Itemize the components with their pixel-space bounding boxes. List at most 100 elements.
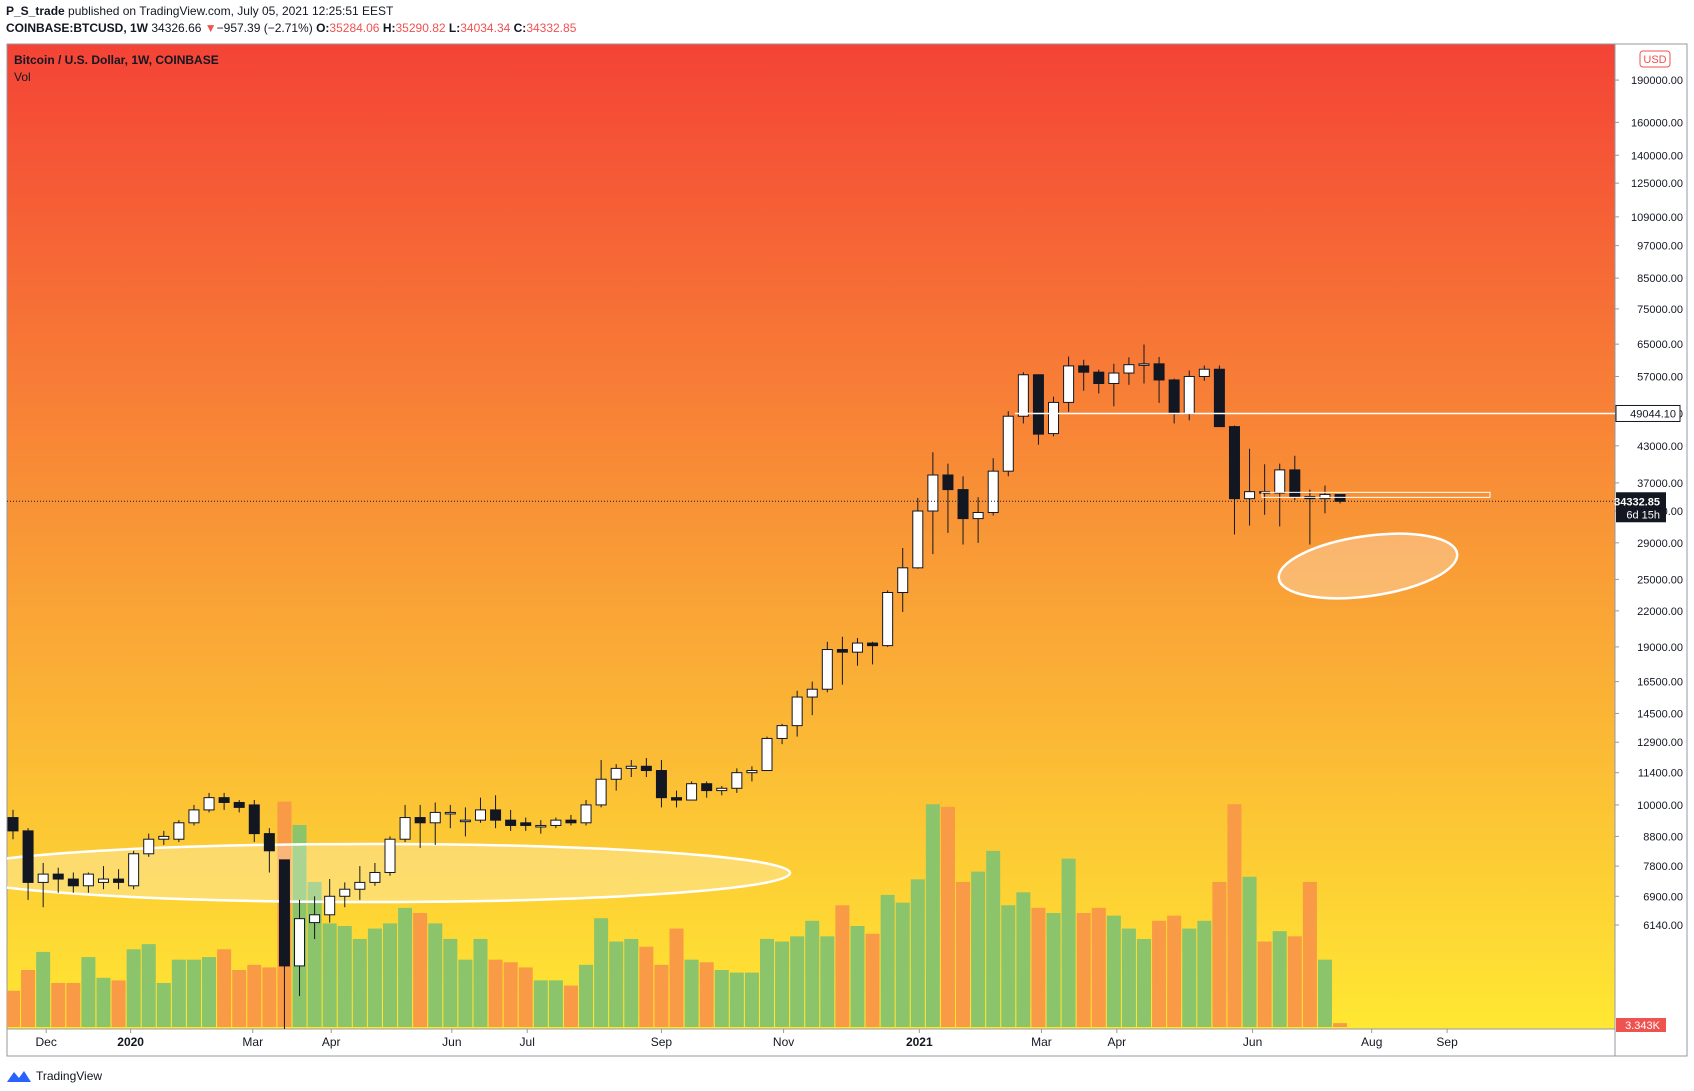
candle-body — [1244, 491, 1256, 500]
candle-body — [535, 824, 547, 828]
volume-bar — [579, 964, 594, 1027]
candle-body — [339, 888, 351, 897]
candle-body — [1017, 374, 1029, 417]
candle-body — [399, 817, 411, 840]
low-label: L: — [448, 21, 461, 35]
high-value: 35290.82 — [395, 21, 446, 35]
candle-body — [957, 489, 969, 520]
volume-bar — [488, 959, 503, 1027]
candle-body — [1108, 372, 1120, 384]
candle-body — [1153, 363, 1165, 381]
candle-body — [1319, 493, 1331, 500]
candle-body — [1198, 368, 1210, 377]
candle-body — [37, 873, 49, 883]
volume-bar — [986, 850, 1001, 1027]
price-tick-label: 140000.00 — [1631, 150, 1683, 162]
candle-body — [716, 787, 728, 792]
volume-bar — [36, 951, 51, 1027]
highlight-ellipse-2021 — [1277, 532, 1459, 600]
high-label: H: — [382, 21, 396, 35]
volume-bar — [141, 944, 156, 1027]
candle-body — [7, 817, 19, 832]
price-tick-label: 97000.00 — [1637, 241, 1683, 253]
volume-bar — [413, 913, 428, 1027]
candle-body — [867, 642, 879, 647]
author-name[interactable]: P_S_trade — [6, 4, 65, 18]
volume-bar — [940, 806, 955, 1027]
candle-body — [595, 778, 607, 806]
open-value: 35284.06 — [329, 21, 380, 35]
time-tick-label: Sep — [1436, 1035, 1458, 1049]
candle-body — [520, 822, 532, 826]
candle-body — [369, 871, 381, 883]
volume-bar — [1272, 931, 1287, 1027]
volume-bar — [337, 925, 352, 1027]
candle-body — [309, 914, 321, 924]
candle-body — [218, 797, 230, 803]
candle-body — [97, 878, 109, 883]
volume-bar — [533, 980, 548, 1027]
change-value: −957.39 (−2.71%) — [216, 21, 313, 35]
volume-bar — [398, 907, 413, 1027]
candle-body — [1123, 364, 1135, 374]
candle-body — [505, 819, 517, 826]
volume-bar — [820, 936, 835, 1027]
volume-bar — [126, 949, 141, 1027]
time-axis[interactable]: Dec 2020 Mar Apr Jun Jul Sep Nov 2021 Mar Apr Jun Au… — [36, 1029, 1459, 1049]
candle-body — [82, 873, 94, 887]
volume-bar — [563, 985, 578, 1027]
volume-bar — [443, 938, 458, 1027]
price-tick-label: 190000.00 — [1631, 75, 1683, 87]
candle-body — [459, 819, 471, 823]
volume-bar — [548, 980, 563, 1027]
candle-body — [1048, 401, 1060, 435]
candle-body — [113, 878, 125, 883]
volume-bar — [790, 936, 805, 1027]
candle-body — [761, 737, 773, 772]
candle-body — [851, 642, 863, 653]
volume-bar — [714, 970, 729, 1027]
volume-bar — [744, 972, 759, 1027]
volume-bar — [1212, 881, 1227, 1027]
candle-body — [972, 512, 984, 520]
candle-body — [942, 474, 954, 491]
price-tick-label: 160000.00 — [1631, 117, 1683, 129]
volume-bar — [503, 962, 518, 1027]
volume-last-label-box — [1616, 1018, 1666, 1032]
footer-brand[interactable]: TradingView — [6, 1066, 102, 1086]
volume-bar — [609, 941, 624, 1027]
time-axis-background — [6, 1028, 1616, 1057]
price-axis[interactable]: 6140.00 6900.00 7800.00 8800.00 10000.00 1140… — [1614, 75, 1683, 1032]
time-tick-label: Dec — [36, 1035, 57, 1049]
volume-layer — [7, 801, 1348, 1027]
currency-badge[interactable]: USD — [1639, 50, 1671, 68]
volume-bar — [684, 959, 699, 1027]
price-tick-label: 57000.00 — [1637, 371, 1683, 383]
volume-bar — [232, 970, 247, 1027]
close-label: C: — [513, 21, 527, 35]
volume-bar — [594, 918, 609, 1027]
volume-bar — [202, 957, 217, 1027]
ohlc-line: COINBASE:BTCUSD, 1W 34326.66 ▼−957.39 (−… — [6, 21, 576, 35]
candle-body — [1138, 363, 1150, 366]
candle-body — [655, 770, 667, 799]
candle-body — [776, 725, 788, 739]
time-tick-label: Sep — [651, 1035, 673, 1049]
volume-bar — [367, 928, 382, 1027]
candle-body — [354, 881, 366, 890]
time-tick-label: Mar — [242, 1035, 263, 1049]
volume-bar — [352, 938, 367, 1027]
hline-price-label-box — [1615, 404, 1681, 422]
volume-bar — [1227, 804, 1242, 1027]
candle-body — [429, 811, 441, 824]
volume-bar — [1061, 858, 1076, 1027]
symbol-label: COINBASE:BTCUSD, 1W — [6, 21, 149, 35]
volume-bar — [639, 946, 654, 1027]
price-tick-label: 37000.00 — [1637, 478, 1683, 490]
volume-bar — [428, 923, 443, 1027]
price-tick-label: 125000.00 — [1631, 178, 1683, 190]
price-tick-label: 65000.00 — [1637, 339, 1683, 351]
volume-bar — [7, 990, 20, 1027]
candle-body — [836, 649, 848, 653]
